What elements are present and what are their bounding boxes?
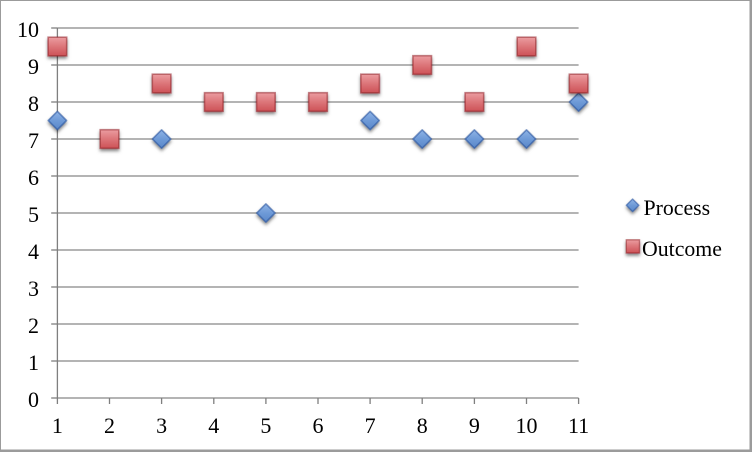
svg-text:0: 0 [28, 387, 39, 412]
svg-text:6: 6 [28, 165, 39, 190]
svg-text:1: 1 [28, 350, 39, 375]
svg-text:5: 5 [28, 202, 39, 227]
svg-text:5: 5 [260, 413, 271, 438]
svg-text:7: 7 [28, 128, 39, 153]
svg-text:6: 6 [313, 413, 324, 438]
svg-text:1: 1 [52, 413, 63, 438]
svg-text:Outcome: Outcome [642, 237, 722, 261]
svg-text:4: 4 [28, 239, 39, 264]
svg-text:11: 11 [568, 413, 589, 438]
svg-text:3: 3 [156, 413, 167, 438]
svg-text:9: 9 [469, 413, 480, 438]
svg-text:8: 8 [28, 91, 39, 116]
svg-text:10: 10 [17, 17, 39, 42]
svg-text:9: 9 [28, 54, 39, 79]
svg-text:2: 2 [104, 413, 115, 438]
svg-text:8: 8 [417, 413, 428, 438]
svg-text:3: 3 [28, 276, 39, 301]
svg-text:Process: Process [644, 196, 711, 220]
svg-text:10: 10 [516, 413, 538, 438]
svg-text:2: 2 [28, 313, 39, 338]
svg-text:4: 4 [208, 413, 219, 438]
svg-text:7: 7 [365, 413, 376, 438]
